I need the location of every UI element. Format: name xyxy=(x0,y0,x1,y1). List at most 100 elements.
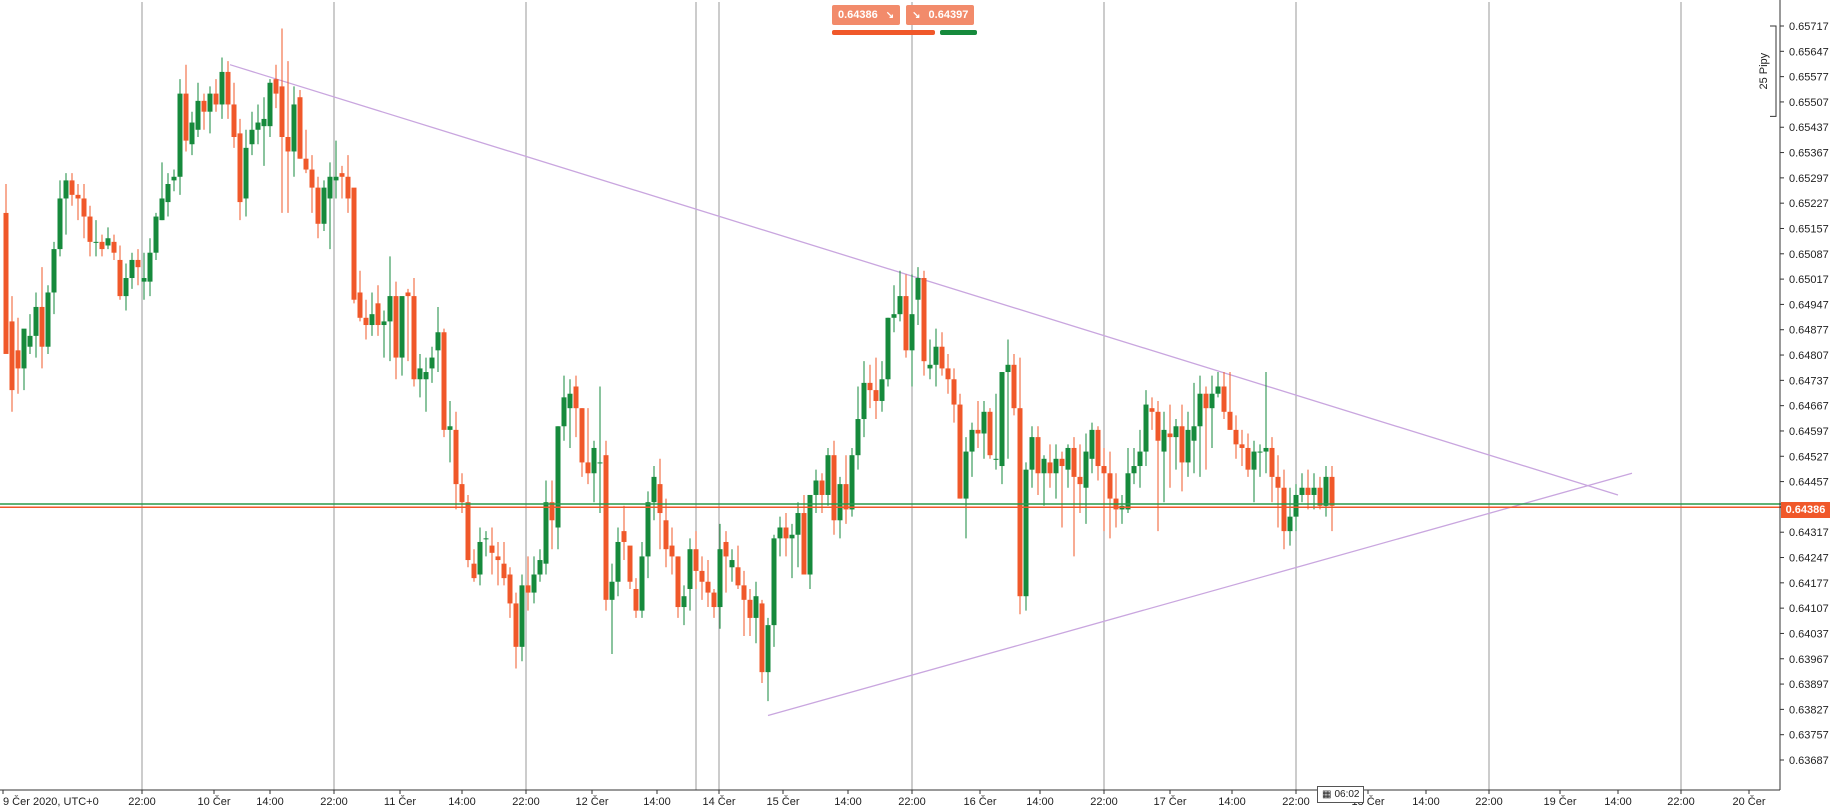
x-tick-label: 14:00 xyxy=(1412,796,1440,808)
candle-body xyxy=(135,259,141,268)
candle xyxy=(1155,400,1161,532)
sell-price-button[interactable]: 0.64386 ↘ xyxy=(832,5,901,25)
candle xyxy=(1083,433,1089,524)
candle-body xyxy=(951,379,957,405)
x-tick-label: 14:00 xyxy=(1218,796,1246,808)
candle-body xyxy=(1257,451,1263,453)
current-price-tag: 0.64386 xyxy=(1781,502,1830,518)
x-tick-label: 22:00 xyxy=(128,796,156,808)
candle xyxy=(585,408,591,485)
candle xyxy=(357,270,363,322)
x-tick-label: 22:00 xyxy=(1282,796,1310,808)
candle xyxy=(717,523,723,629)
candle-body xyxy=(651,476,657,503)
x-tick-label: 22:00 xyxy=(320,796,348,808)
candle xyxy=(243,129,249,217)
candle xyxy=(1251,440,1257,503)
candle-body xyxy=(1017,408,1023,597)
candle xyxy=(45,285,51,354)
candle xyxy=(1245,433,1251,477)
price-lines xyxy=(0,503,1830,509)
candle-body xyxy=(789,534,795,539)
candle xyxy=(621,505,627,561)
candle xyxy=(135,249,141,286)
candle xyxy=(117,245,123,300)
candle xyxy=(1173,419,1179,470)
candle-body xyxy=(1155,411,1161,441)
trendline[interactable] xyxy=(767,472,1633,717)
y-tick-label: 0.65297 xyxy=(1789,173,1829,185)
x-axis[interactable]: 9 Čer 2020, UTC+0 22:00 10 Čer 14:00 22:00 11… xyxy=(0,789,1780,808)
x-tick-label: 14:00 xyxy=(448,796,476,808)
candle xyxy=(1089,422,1095,474)
candle-body xyxy=(1299,487,1305,495)
candle xyxy=(1203,386,1209,470)
candle-body xyxy=(1245,447,1251,470)
candle xyxy=(861,361,867,438)
candle xyxy=(1011,353,1017,416)
candle xyxy=(843,455,849,524)
candle xyxy=(825,447,831,506)
candle-body xyxy=(1305,487,1311,495)
y-tick-label: 0.64107 xyxy=(1789,603,1829,615)
candle-body xyxy=(981,411,987,434)
candle xyxy=(1227,372,1233,430)
y-tick-label: 0.64947 xyxy=(1789,299,1829,311)
candle xyxy=(1149,397,1155,430)
candle-body xyxy=(441,332,447,430)
candle-body xyxy=(909,314,915,351)
candle-body xyxy=(1281,487,1287,532)
candle-body xyxy=(123,278,129,297)
candle xyxy=(945,353,951,394)
candle xyxy=(1221,372,1227,420)
candle xyxy=(285,61,291,213)
x-tick-label: 17 Čer xyxy=(1153,795,1186,808)
candle-body xyxy=(1239,444,1245,448)
candle xyxy=(645,491,651,579)
candle xyxy=(921,270,927,376)
candle-body xyxy=(921,278,927,362)
candle-body xyxy=(633,588,639,611)
candle xyxy=(81,184,87,239)
candle-body xyxy=(735,567,741,586)
candle-body xyxy=(435,332,441,351)
candle-body xyxy=(927,364,933,369)
candle-body xyxy=(819,480,825,495)
candle-body xyxy=(525,585,531,593)
x-tick-label: 22:00 xyxy=(898,796,926,808)
clock-icon: ▦ xyxy=(1322,789,1332,800)
candle-body xyxy=(933,346,939,365)
y-tick-label: 0.63827 xyxy=(1789,704,1829,716)
candle xyxy=(453,411,459,510)
candle xyxy=(651,466,657,521)
candle xyxy=(987,408,993,459)
candle xyxy=(69,173,75,206)
candle-body xyxy=(1053,458,1059,474)
candle xyxy=(447,400,453,463)
candle xyxy=(609,563,615,655)
candle-body xyxy=(21,328,27,369)
y-tick-label: 0.64527 xyxy=(1789,451,1829,463)
buy-price-button[interactable]: ↘ 0.64397 xyxy=(906,5,975,25)
candle xyxy=(933,328,939,387)
candle xyxy=(201,93,207,130)
candle-body xyxy=(705,581,711,593)
candle xyxy=(1209,375,1215,448)
candle-body xyxy=(153,216,159,253)
trendlines[interactable] xyxy=(229,64,1633,717)
candle xyxy=(729,549,735,582)
candle xyxy=(375,285,381,336)
candle-body xyxy=(1197,393,1203,427)
y-tick-label: 0.65507 xyxy=(1789,97,1829,109)
candle-body xyxy=(993,458,999,460)
candle-body xyxy=(627,545,633,582)
candle-body xyxy=(1035,437,1041,474)
candle xyxy=(261,97,267,166)
y-axis[interactable]: 0.65717 0.65647 0.65577 0.65507 0.65437 0.653… xyxy=(1779,0,1829,790)
candle-body xyxy=(753,596,759,618)
candle-body xyxy=(39,306,45,347)
candle xyxy=(393,281,399,380)
candle-body xyxy=(1293,494,1299,517)
candle xyxy=(249,111,255,156)
